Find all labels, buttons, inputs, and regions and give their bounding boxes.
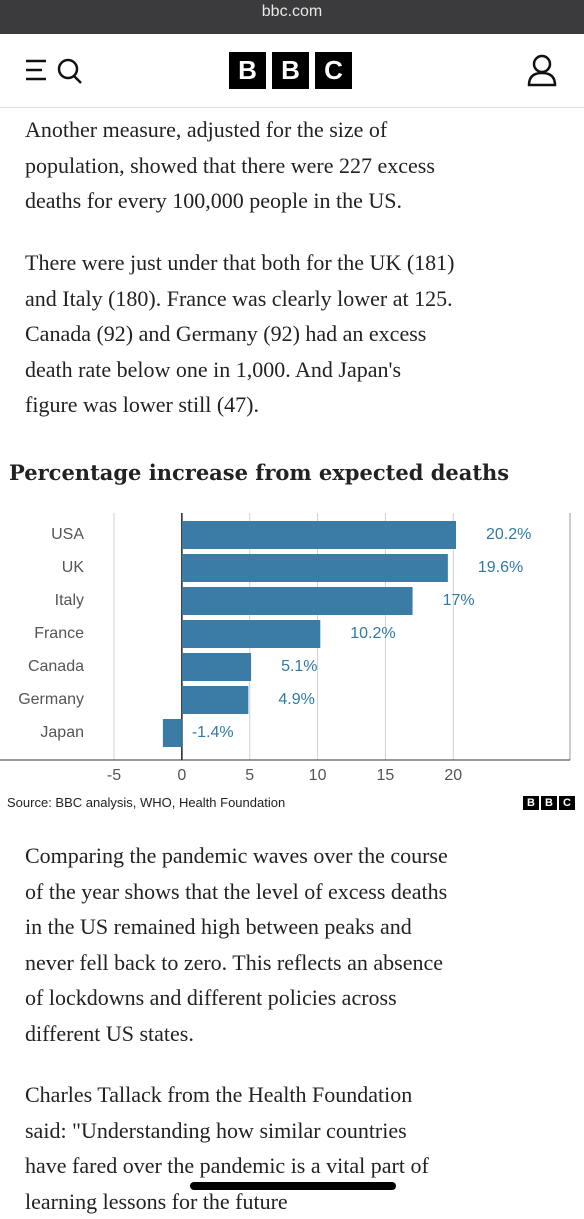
text-line: different US states. xyxy=(25,1020,194,1046)
bar xyxy=(181,653,252,681)
y-tick-label: Italy xyxy=(55,592,84,609)
value-label: 4.9% xyxy=(278,691,314,708)
paragraph: Charles Tallack from the Health Foundati… xyxy=(25,1077,575,1219)
value-label: 10.2% xyxy=(350,625,395,642)
text-line: Charles Tallack from the Health Foundati… xyxy=(25,1082,413,1107)
paragraph: Another measure, adjusted for the size o… xyxy=(25,112,575,219)
x-tick-label: 10 xyxy=(309,767,327,784)
value-label: 20.2% xyxy=(486,526,531,543)
value-label: -1.4% xyxy=(192,724,234,741)
bar xyxy=(181,587,413,615)
x-tick-label: 15 xyxy=(377,767,395,784)
text-line: and Italy (180). France was clearly lowe… xyxy=(25,285,453,311)
site-header: B B C xyxy=(0,34,584,108)
bar xyxy=(181,521,456,549)
logo-letter: B xyxy=(523,796,539,810)
source-logo: B B C xyxy=(523,796,575,810)
bar xyxy=(181,620,321,648)
y-tick-label: UK xyxy=(62,559,85,576)
text-line: have fared over the pandemic is a vital … xyxy=(25,1153,429,1179)
x-tick-label: 5 xyxy=(245,767,254,784)
x-tick-label: 20 xyxy=(444,767,462,784)
text-line: There were just under that both for the … xyxy=(25,250,455,275)
y-tick-label: Japan xyxy=(40,724,84,741)
bar xyxy=(181,554,448,582)
bar xyxy=(181,686,249,714)
menu-search-icon[interactable] xyxy=(24,56,88,86)
text-line: in the US remained high between peaks an… xyxy=(25,914,412,940)
y-tick-label: USA xyxy=(51,526,84,543)
text-line: Canada (92) and Germany (92) had an exce… xyxy=(25,321,427,347)
y-tick-label: Canada xyxy=(28,658,84,675)
home-indicator xyxy=(190,1182,396,1190)
text-line: of lockdowns and different policies acro… xyxy=(25,985,397,1011)
text-line: Comparing the pandemic waves over the co… xyxy=(25,843,448,868)
text-line: said: "Understanding how similar countri… xyxy=(25,1117,407,1143)
logo-letter: C xyxy=(315,52,352,89)
y-tick-label: Germany xyxy=(18,691,84,708)
chart: -5 0 5 10 15 20 USA 20.2% UK 19.6% Italy 17% France 1… xyxy=(0,513,571,784)
account-icon[interactable] xyxy=(526,54,560,88)
value-label: 5.1% xyxy=(281,658,317,675)
logo-letter: B xyxy=(541,796,557,810)
text-line: figure was lower still (47). xyxy=(25,392,259,418)
x-tick-label: 0 xyxy=(177,767,186,784)
text-line: population, showed that there were 227 e… xyxy=(25,152,435,178)
value-label: 17% xyxy=(443,592,475,609)
y-tick-label: France xyxy=(34,625,84,642)
x-tick-label: -5 xyxy=(107,767,121,784)
text-line: Another measure, adjusted for the size o… xyxy=(25,117,388,142)
text-line: deaths for every 100,000 people in the U… xyxy=(25,188,402,214)
bbc-logo[interactable]: B B C xyxy=(229,52,352,89)
text-line: death rate below one in 1,000. And Japan… xyxy=(25,356,402,382)
text-line: of the year shows that the level of exce… xyxy=(25,878,448,904)
paragraph: There were just under that both for the … xyxy=(25,245,575,423)
logo-letter: B xyxy=(272,52,309,89)
value-label: 19.6% xyxy=(478,559,523,576)
logo-letter: B xyxy=(229,52,266,89)
logo-letter: C xyxy=(559,796,575,810)
text-line: never fell back to zero. This reflects a… xyxy=(25,949,443,975)
chart-title: Percentage increase from expected deaths xyxy=(9,460,510,485)
browser-bar: bbc.com xyxy=(0,0,584,34)
paragraph: Comparing the pandemic waves over the co… xyxy=(25,838,575,1052)
bar xyxy=(162,719,182,747)
chart-source: Source: BBC analysis, WHO, Health Founda… xyxy=(7,795,286,810)
url[interactable]: bbc.com xyxy=(261,3,323,20)
